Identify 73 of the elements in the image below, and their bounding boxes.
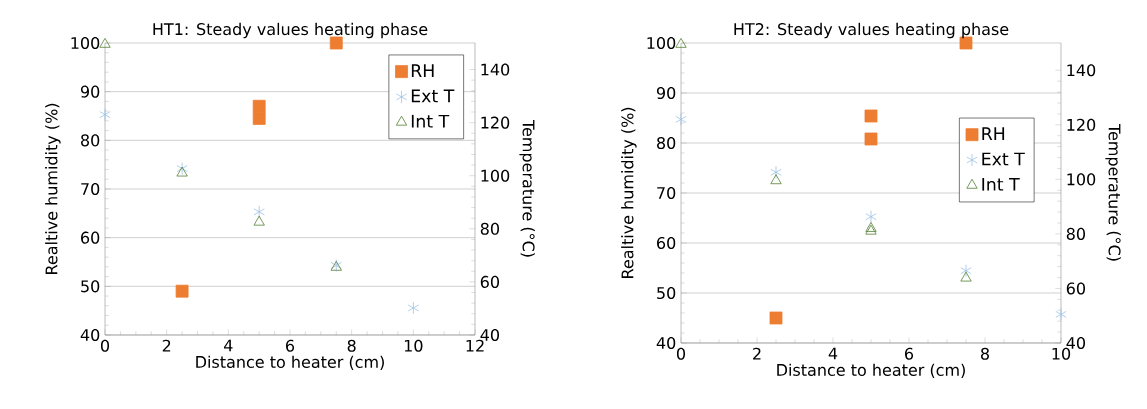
x-tick-label: 6 <box>905 347 914 360</box>
y-tick-label: 50 <box>81 280 100 293</box>
point <box>176 162 188 175</box>
point <box>99 108 111 122</box>
x-tick-label: 8 <box>347 339 356 352</box>
point <box>407 301 419 315</box>
legend-label: Ext T <box>982 152 1025 166</box>
y2-tick-label: 140 <box>481 63 510 76</box>
point <box>1055 307 1067 321</box>
x-axis-title: Distance to heater (cm) <box>777 363 965 378</box>
y-tick-label: 70 <box>81 182 100 196</box>
point <box>252 99 266 113</box>
x-tick-label: 4 <box>224 339 233 352</box>
point <box>176 166 188 177</box>
point <box>675 37 687 48</box>
legend-label: RH <box>411 64 434 77</box>
legend-label: Int T <box>411 114 450 128</box>
x-tick-label: 2 <box>753 347 761 360</box>
point <box>864 132 878 146</box>
y2-tick-label: 120 <box>1067 118 1096 131</box>
y2-tick-label: 60 <box>1066 282 1085 295</box>
chart-title: HT2: Steady values heating phase <box>734 22 1009 39</box>
x-axis-title: Distance to heater (cm) <box>196 355 384 370</box>
y-tick-label: 80 <box>657 136 676 150</box>
y2-tick-label: 120 <box>481 116 510 129</box>
y2-tick-label: 100 <box>1067 173 1096 186</box>
y2-tick-label: 80 <box>1066 227 1085 240</box>
y-tick-label: 90 <box>656 86 676 100</box>
point <box>252 112 266 125</box>
point <box>960 264 972 278</box>
y-tick-label: 50 <box>657 286 676 300</box>
y2-axis-title: Temperature (°C) <box>519 119 535 257</box>
x-tick-label: 12 <box>466 339 484 352</box>
y2-tick-label: 80 <box>480 222 500 235</box>
legend-label: RH <box>982 127 1005 140</box>
y-axis-title: Realtive humidity (%) <box>621 107 637 278</box>
y2-tick-label: 40 <box>1066 336 1085 350</box>
point <box>769 311 783 325</box>
point <box>175 284 189 298</box>
point <box>770 165 782 179</box>
point <box>960 271 972 282</box>
legend-label: Ext T <box>411 89 455 103</box>
x-tick-label: 6 <box>286 339 295 352</box>
point <box>675 112 687 126</box>
point <box>864 109 878 123</box>
point <box>253 215 265 226</box>
y2-tick-label: 60 <box>480 275 500 288</box>
point <box>770 174 782 185</box>
x-tick-label: 10 <box>404 339 423 352</box>
y-tick-label: 40 <box>656 336 676 350</box>
y2-tick-label: 40 <box>480 328 500 342</box>
chart-title: HT1: Steady values heating phase <box>153 22 428 39</box>
y-tick-label: 80 <box>81 134 100 147</box>
x-tick-label: 10 <box>1052 347 1071 360</box>
y-axis-title: Realtive humidity (%) <box>45 103 61 274</box>
y-tick-label: 70 <box>657 186 676 200</box>
x-tick-label: 0 <box>100 339 110 352</box>
y-tick-label: 100 <box>71 36 100 50</box>
y-tick-label: 90 <box>80 85 100 98</box>
y2-axis-title: Temperature (°C) <box>1105 123 1121 261</box>
x-tick-label: 4 <box>828 347 838 360</box>
point <box>865 210 877 224</box>
x-tick-label: 2 <box>162 339 171 352</box>
y-tick-label: 60 <box>81 231 100 244</box>
y-tick-label: 40 <box>80 328 100 342</box>
x-tick-label: 0 <box>676 347 686 360</box>
y-tick-label: 60 <box>657 236 676 250</box>
x-tick-label: 8 <box>981 347 989 360</box>
y2-tick-label: 140 <box>1067 64 1096 77</box>
y-tick-label: 100 <box>647 36 676 50</box>
point <box>99 37 111 48</box>
legend-label: Int T <box>982 177 1020 191</box>
y2-tick-label: 100 <box>481 169 510 182</box>
